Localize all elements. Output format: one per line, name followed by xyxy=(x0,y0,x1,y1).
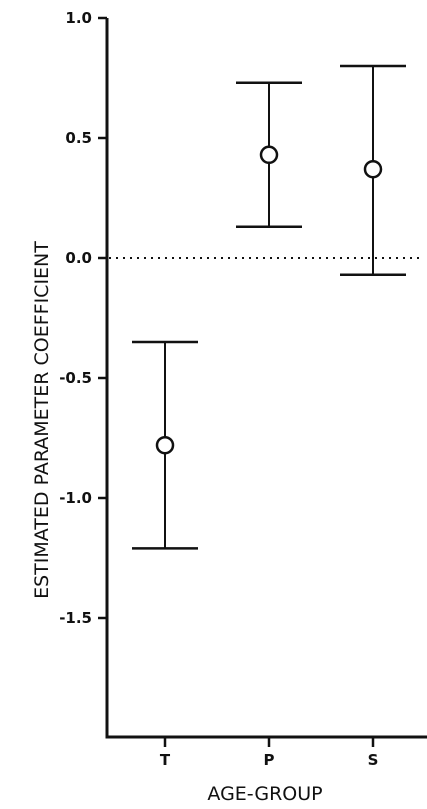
data-points xyxy=(155,145,383,455)
error-bars xyxy=(132,64,406,550)
x-tick-label: T xyxy=(160,751,171,769)
error-bar xyxy=(236,81,302,229)
y-tick-labels: 1.0 0.5 0.0 -0.5 -1.0 -1.5 xyxy=(59,9,92,627)
y-tick-label: 0.5 xyxy=(65,129,92,147)
y-tick-label: -0.5 xyxy=(59,369,92,387)
x-ticks xyxy=(163,737,375,747)
x-axis-label: AGE-GROUP xyxy=(207,783,322,805)
y-tick-label: 0.0 xyxy=(65,249,92,267)
y-tick-label: -1.5 xyxy=(59,609,92,627)
y-axis-label: ESTIMATED PARAMETER COEFFICIENT xyxy=(31,241,53,599)
error-bar xyxy=(132,340,198,550)
x-tick-label: S xyxy=(368,751,379,769)
data-point xyxy=(259,145,279,165)
data-point xyxy=(363,159,383,179)
error-bar xyxy=(340,64,406,277)
x-tick-label: P xyxy=(264,751,275,769)
y-tick-label: 1.0 xyxy=(65,9,92,27)
y-tick-label: -1.0 xyxy=(59,489,92,507)
data-point xyxy=(155,435,175,455)
